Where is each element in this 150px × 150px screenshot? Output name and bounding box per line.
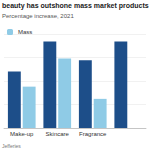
svg-text:Mass: Mass <box>18 29 32 35</box>
svg-text:beauty has outshone mass marke: beauty has outshone mass market products <box>2 2 149 10</box>
svg-text:Jefferies: Jefferies <box>2 143 21 149</box>
svg-text:Fragrance: Fragrance <box>79 131 107 137</box>
svg-text:Percentage increase, 2021: Percentage increase, 2021 <box>2 13 74 19</box>
svg-text:Skincare: Skincare <box>46 131 70 137</box>
svg-text:Make-up: Make-up <box>10 131 34 137</box>
